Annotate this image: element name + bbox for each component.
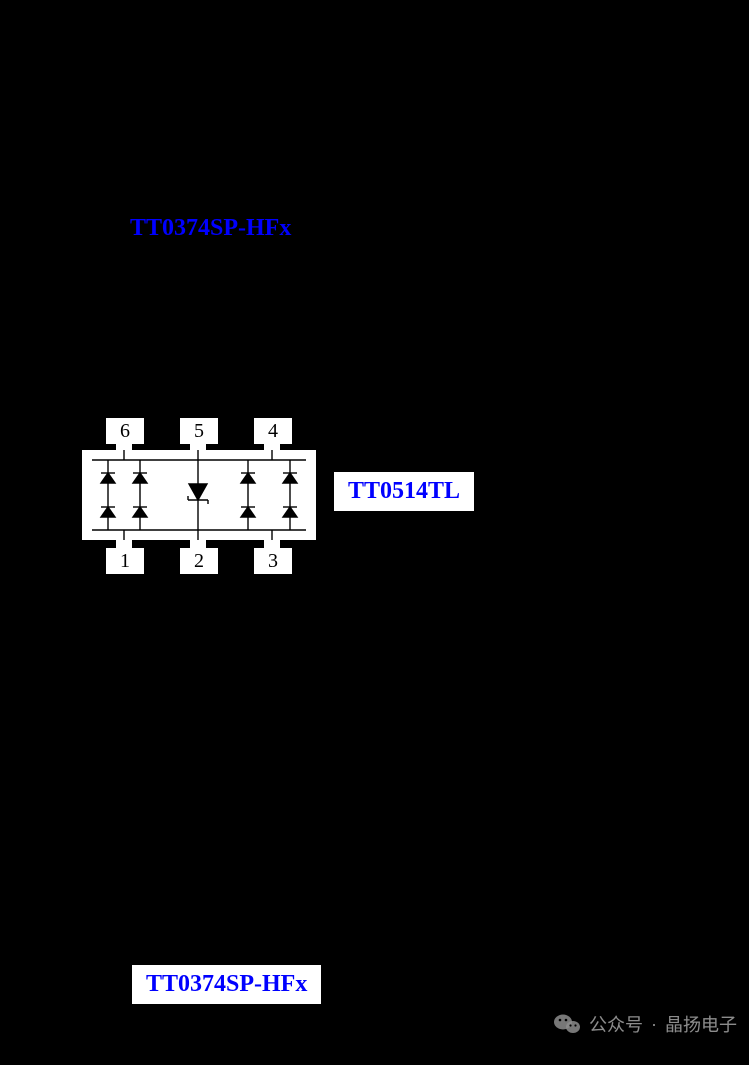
pin-4: 4 — [254, 418, 292, 444]
pin-1: 1 — [106, 548, 144, 574]
pin-6: 6 — [106, 418, 144, 444]
watermark-sep: · — [651, 1014, 657, 1035]
watermark: 公众号 · 晶扬电子 — [553, 1011, 737, 1037]
wechat-icon — [553, 1012, 581, 1036]
pin-5: 5 — [180, 418, 218, 444]
pin-2: 2 — [180, 548, 218, 574]
pin-3: 3 — [254, 548, 292, 574]
part-number-top: TT0374SP-HFx — [130, 215, 291, 242]
part-number-bottom: TT0374SP-HFx — [130, 963, 323, 1006]
pin-lead — [116, 540, 132, 548]
pin-lead — [264, 540, 280, 548]
part-number-middle: TT0514TL — [332, 470, 476, 513]
watermark-name: 晶扬电子 — [665, 1011, 737, 1037]
pin-lead — [190, 540, 206, 548]
watermark-prefix: 公众号 — [589, 1011, 643, 1037]
chip-internal-schematic — [82, 450, 316, 540]
